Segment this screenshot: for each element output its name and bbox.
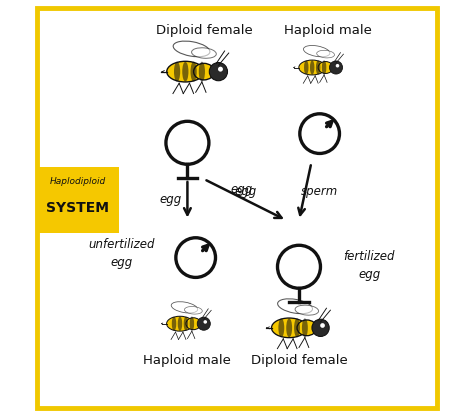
Text: Diploid female: Diploid female: [155, 24, 252, 37]
Circle shape: [197, 317, 210, 330]
Ellipse shape: [302, 318, 308, 337]
Ellipse shape: [184, 317, 188, 331]
Ellipse shape: [295, 305, 319, 315]
Ellipse shape: [191, 62, 197, 82]
Ellipse shape: [199, 62, 205, 82]
Ellipse shape: [173, 41, 210, 57]
Ellipse shape: [322, 60, 326, 74]
Text: unfertilized
egg: unfertilized egg: [88, 238, 155, 269]
Ellipse shape: [186, 318, 201, 329]
Text: egg: egg: [234, 185, 256, 198]
Circle shape: [320, 323, 325, 328]
Ellipse shape: [310, 60, 314, 74]
Text: Haploid male: Haploid male: [144, 354, 231, 367]
Bar: [36, 167, 119, 233]
Circle shape: [203, 320, 207, 324]
Ellipse shape: [278, 318, 284, 337]
Text: egg: egg: [160, 193, 182, 206]
Ellipse shape: [182, 62, 189, 82]
Ellipse shape: [172, 317, 176, 331]
Ellipse shape: [174, 62, 180, 82]
Ellipse shape: [167, 61, 204, 82]
Ellipse shape: [193, 63, 214, 80]
Ellipse shape: [286, 318, 292, 337]
Ellipse shape: [297, 320, 317, 336]
Ellipse shape: [318, 62, 333, 74]
Ellipse shape: [304, 60, 309, 74]
Ellipse shape: [190, 317, 194, 331]
Ellipse shape: [303, 45, 330, 57]
Ellipse shape: [294, 318, 300, 337]
Ellipse shape: [178, 317, 182, 331]
Text: fertilized
egg: fertilized egg: [344, 250, 395, 281]
Text: Haplodiploid: Haplodiploid: [50, 177, 106, 186]
Ellipse shape: [317, 50, 335, 58]
Ellipse shape: [171, 302, 198, 313]
Circle shape: [218, 67, 223, 72]
Ellipse shape: [191, 48, 216, 58]
Circle shape: [312, 319, 329, 337]
Ellipse shape: [316, 60, 320, 74]
Ellipse shape: [184, 307, 202, 314]
Ellipse shape: [166, 316, 193, 331]
Text: SYSTEM: SYSTEM: [46, 201, 109, 215]
Ellipse shape: [272, 318, 307, 338]
Text: sperm: sperm: [301, 185, 338, 198]
Circle shape: [329, 61, 343, 74]
Text: egg: egg: [230, 183, 252, 196]
Ellipse shape: [299, 60, 326, 75]
Circle shape: [210, 62, 228, 81]
Circle shape: [336, 64, 339, 67]
Text: Haploid male: Haploid male: [284, 24, 372, 37]
Ellipse shape: [278, 299, 312, 314]
Text: Diploid female: Diploid female: [251, 354, 347, 367]
